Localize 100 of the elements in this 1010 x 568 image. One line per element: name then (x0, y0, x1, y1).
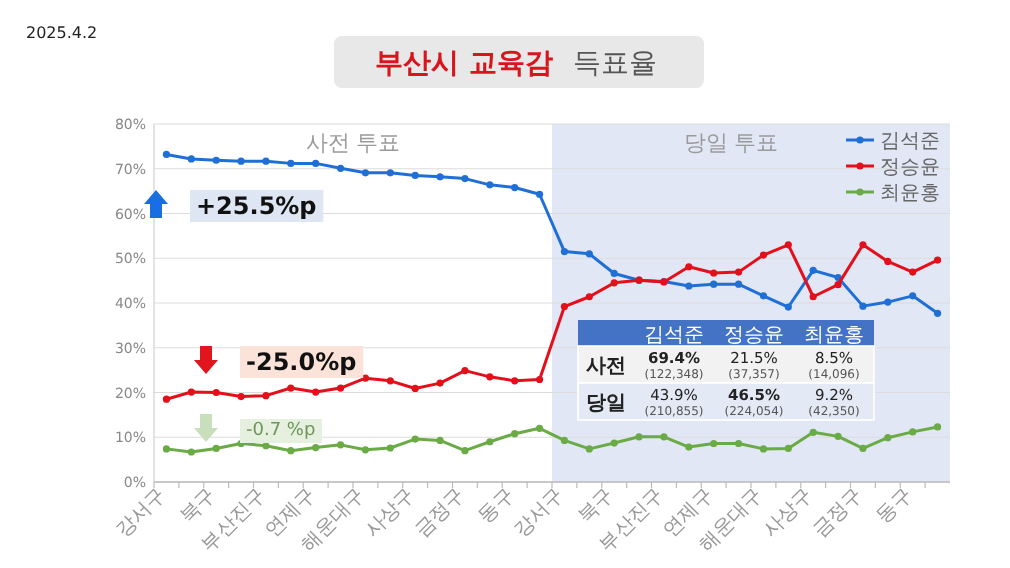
point (486, 373, 494, 381)
chart-title: 부산시 교육감 (375, 48, 553, 80)
annotation: 김석준 (644, 325, 704, 347)
point (610, 269, 618, 278)
point (212, 156, 220, 164)
point (162, 445, 171, 453)
point (884, 257, 892, 265)
point (386, 169, 394, 177)
point (262, 157, 270, 165)
point (909, 268, 917, 276)
point (809, 428, 817, 436)
point (361, 169, 370, 177)
point (933, 309, 942, 317)
chart-subtitle: 득표율 (572, 48, 657, 80)
legend-label: 정승윤 (880, 157, 940, 179)
point (511, 183, 519, 192)
x-tick-label: 동구 (873, 484, 917, 529)
annotation: -25.0%p (246, 348, 358, 376)
point (461, 175, 469, 183)
point (461, 447, 469, 455)
point (312, 159, 320, 167)
point (262, 392, 270, 400)
point (535, 424, 544, 432)
point (486, 181, 494, 189)
point (759, 445, 768, 453)
point (287, 384, 295, 392)
text: 2025.4.2 (26, 24, 98, 42)
point (187, 155, 195, 163)
point (585, 250, 593, 258)
annotation: +25.5%p (196, 192, 318, 220)
point (660, 433, 668, 441)
point (461, 366, 469, 375)
point (933, 256, 942, 264)
point (859, 302, 867, 310)
annotation: -0.7 %p (246, 421, 316, 441)
point (361, 374, 370, 382)
point (411, 435, 419, 443)
point (809, 266, 817, 274)
point (411, 171, 419, 180)
point (734, 280, 743, 288)
point (909, 428, 917, 436)
point (511, 377, 519, 385)
annotation: 사전 투표 (305, 130, 401, 156)
point (560, 247, 569, 256)
point (834, 281, 842, 289)
point (710, 269, 718, 277)
annotation: 최윤홍 (804, 325, 864, 347)
point (759, 292, 768, 300)
point (834, 432, 842, 440)
point (859, 241, 867, 249)
point (187, 448, 195, 456)
point (784, 303, 792, 311)
point (361, 446, 370, 454)
point (759, 251, 768, 259)
point (411, 384, 419, 393)
point (685, 263, 693, 271)
point (436, 173, 444, 181)
point (784, 241, 792, 249)
point (610, 439, 618, 447)
point (262, 442, 270, 450)
point (909, 292, 917, 300)
point (237, 157, 245, 165)
point (884, 434, 892, 442)
point (933, 423, 942, 431)
annotation: 당일 투표 (683, 130, 779, 156)
point (884, 298, 892, 306)
point (710, 439, 718, 448)
point (162, 395, 171, 403)
annotation: 사전 (586, 356, 626, 378)
point (585, 445, 593, 453)
annotation: 당일 (586, 393, 626, 415)
point (685, 443, 693, 451)
point (635, 433, 643, 441)
legend-label: 최윤홍 (880, 183, 940, 205)
point (859, 444, 867, 453)
point (511, 430, 519, 438)
point (685, 282, 693, 290)
point (610, 279, 618, 287)
point (809, 293, 817, 301)
point (312, 443, 320, 452)
point (386, 444, 394, 452)
point (784, 444, 792, 453)
annotation: 정승윤 (724, 325, 784, 347)
point (212, 388, 220, 397)
point (436, 436, 444, 444)
point (436, 379, 444, 387)
legend-label: 김석준 (880, 131, 940, 153)
point (486, 438, 494, 446)
point (535, 375, 544, 384)
point (212, 444, 220, 453)
point (585, 293, 593, 301)
point (336, 384, 345, 392)
point (336, 164, 345, 172)
point (312, 388, 320, 396)
point (710, 280, 718, 288)
point (734, 268, 743, 276)
x-tick-label: 동구 (475, 484, 519, 529)
point (535, 190, 544, 198)
point (237, 392, 245, 401)
point (336, 441, 345, 449)
